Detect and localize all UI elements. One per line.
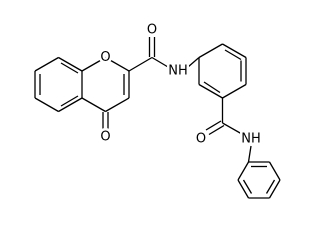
atom-label: NH (241, 132, 261, 147)
atom-label: O (196, 132, 206, 147)
atom-label: O (100, 50, 110, 65)
atom-label: NH (168, 64, 188, 79)
atom-label: O (100, 130, 110, 145)
atom-labels: O O O NH O NH (98, 20, 263, 149)
bonds (34, 37, 281, 199)
structure-diagram: O O O NH O NH (34, 20, 281, 199)
atom-label: O (147, 23, 157, 38)
